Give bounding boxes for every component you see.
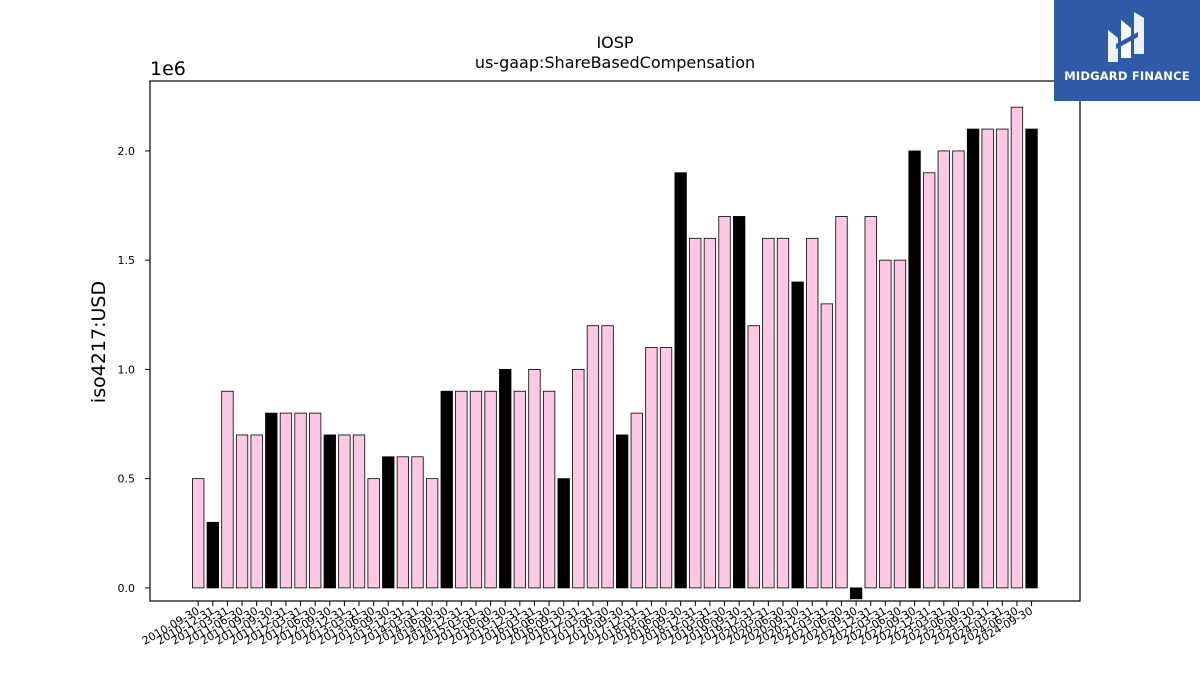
bar-20 (484, 390, 497, 589)
bar-46 (864, 216, 877, 589)
bar-40 (776, 237, 790, 589)
bar-25 (557, 478, 570, 589)
bar-36 (718, 216, 731, 589)
bar-17 (440, 390, 453, 589)
bar-50 (923, 172, 936, 589)
bar-3 (235, 434, 249, 589)
bar-0 (192, 478, 205, 589)
bar-51 (937, 150, 950, 589)
bar-34 (689, 237, 702, 589)
bar-5 (265, 412, 278, 589)
bar-52 (952, 150, 965, 589)
bar-55 (996, 128, 1009, 589)
bar-49 (908, 150, 921, 589)
bar-28 (601, 325, 614, 589)
bar-32 (659, 347, 673, 589)
bar-27 (586, 325, 600, 589)
bar-35 (703, 237, 717, 589)
bar-2 (221, 390, 234, 589)
bar-10 (338, 434, 351, 589)
bar-8 (309, 412, 322, 589)
bar-21 (499, 368, 512, 589)
y-ticks-group: 0.0 0.5 1.0 1.5 2.0 (118, 145, 150, 595)
bar-12 (367, 478, 380, 589)
bar-44 (835, 216, 848, 589)
bar-30 (630, 412, 643, 589)
bar-13 (382, 456, 395, 589)
bar-45 (849, 587, 863, 600)
chart-subtitle: us-gaap:ShareBasedCompensation (475, 53, 755, 72)
bar-26 (572, 368, 585, 589)
bar-53 (966, 128, 980, 589)
bar-16 (425, 478, 439, 589)
bar-33 (674, 172, 687, 589)
logo-text: MIDGARD FINANCE (1064, 69, 1190, 83)
bars-group (192, 106, 1038, 600)
bar-19 (469, 390, 483, 589)
chart-title: IOSP (596, 33, 633, 52)
y-tick-label-4: 2.0 (118, 145, 136, 158)
x-ticks-group: 2010-09-302010-12-312011-03-312011-06-30… (140, 601, 1035, 648)
bar-29 (616, 434, 629, 589)
bar-41 (791, 281, 804, 589)
bar-1 (206, 521, 219, 589)
y-axis-label: iso4217:USD (88, 281, 110, 403)
bar-6 (279, 412, 293, 589)
bar-56 (1010, 106, 1024, 589)
bar-22 (513, 390, 526, 589)
bar-37 (732, 216, 746, 589)
y-multiplier-label: 1e6 (150, 58, 186, 80)
bar-43 (820, 303, 834, 589)
bar-31 (645, 347, 658, 589)
bar-57 (1025, 128, 1038, 589)
bar-42 (806, 237, 819, 589)
bar-11 (352, 434, 366, 589)
plot-frame (149, 80, 1081, 602)
bar-23 (528, 368, 541, 589)
bar-14 (396, 456, 410, 589)
bar-47 (879, 259, 892, 589)
bar-38 (747, 325, 760, 589)
y-tick-label-2: 1.0 (118, 363, 136, 376)
y-tick-label-0: 0.0 (118, 582, 136, 595)
bar-48 (893, 259, 907, 589)
bar-54 (981, 128, 994, 589)
bar-18 (455, 390, 468, 589)
bar-15 (411, 456, 424, 589)
y-tick-label-3: 1.5 (118, 254, 136, 267)
bar-7 (294, 412, 307, 589)
bar-4 (250, 434, 263, 589)
brand-logo: MIDGARD FINANCE (1054, 0, 1200, 101)
midgard-logo-icon (1108, 12, 1144, 62)
bar-24 (542, 390, 556, 589)
bar-9 (323, 434, 336, 589)
y-tick-label-1: 0.5 (118, 473, 136, 486)
bar-39 (762, 237, 775, 589)
